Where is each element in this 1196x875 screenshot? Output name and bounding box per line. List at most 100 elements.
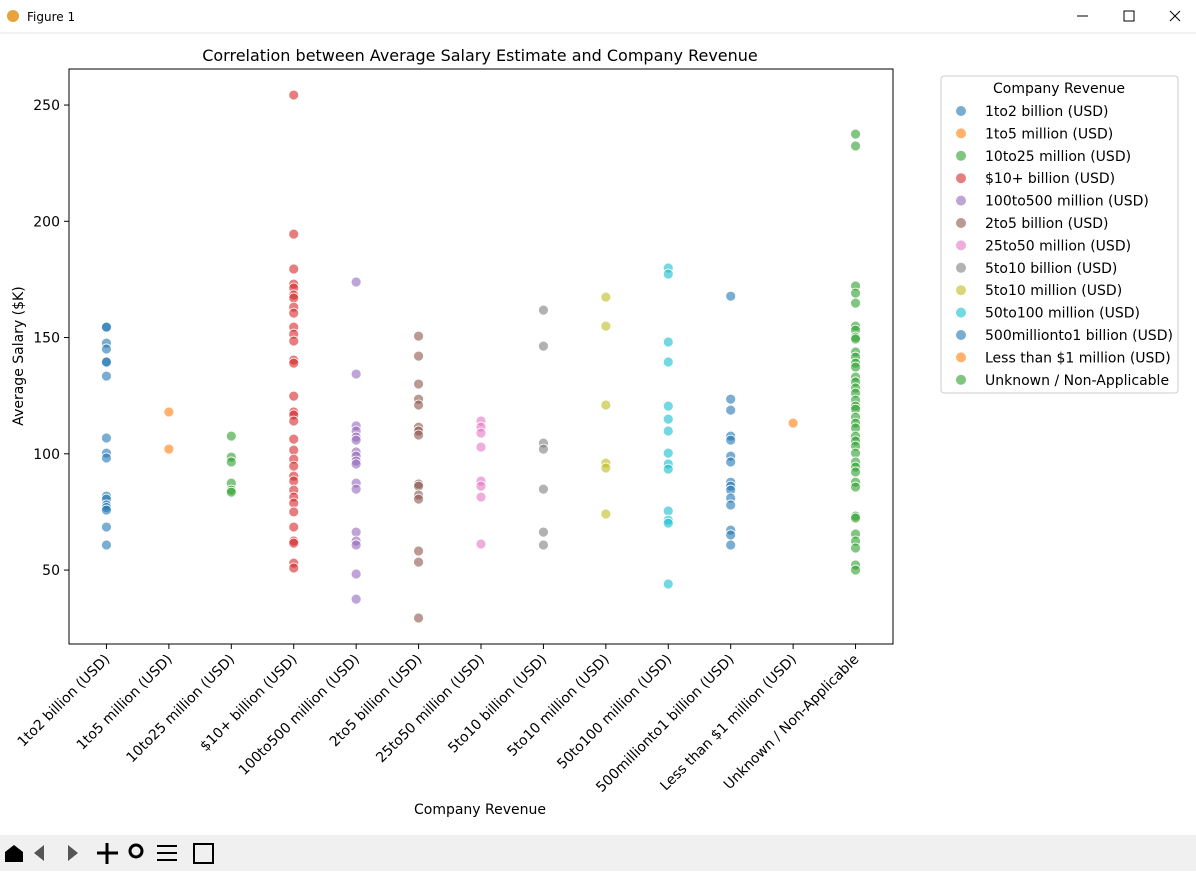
point bbox=[662, 413, 674, 425]
point bbox=[600, 320, 612, 332]
point bbox=[288, 390, 300, 402]
home-button[interactable] bbox=[5, 845, 23, 862]
legend-label: 5to10 million (USD) bbox=[985, 283, 1122, 299]
point bbox=[662, 447, 674, 459]
x-tick-label: Unknown / Non-Applicable bbox=[721, 652, 862, 793]
back-button[interactable] bbox=[34, 845, 44, 861]
point bbox=[350, 434, 362, 446]
point bbox=[413, 330, 424, 342]
point bbox=[225, 456, 237, 468]
title-bar bbox=[0, 0, 1196, 33]
x-tick-label: 50to100 million (USD) bbox=[554, 652, 675, 773]
point bbox=[850, 333, 861, 345]
x-tick-label: 25to50 million (USD) bbox=[373, 652, 488, 767]
point bbox=[288, 228, 300, 240]
close-button[interactable] bbox=[1169, 10, 1181, 22]
point bbox=[288, 444, 300, 456]
point bbox=[787, 417, 799, 429]
point bbox=[850, 297, 861, 309]
legend-box bbox=[940, 75, 1179, 394]
point bbox=[288, 89, 300, 101]
point bbox=[413, 545, 424, 557]
point bbox=[850, 512, 861, 524]
legend-marker bbox=[956, 307, 966, 318]
point bbox=[475, 427, 487, 439]
point bbox=[101, 521, 112, 533]
window-title: Figure 1 bbox=[27, 10, 75, 24]
point bbox=[538, 526, 549, 538]
legend-marker bbox=[956, 352, 966, 363]
point bbox=[725, 404, 737, 416]
legend-label: Less than $1 million (USD) bbox=[985, 350, 1171, 366]
point bbox=[288, 415, 300, 427]
point bbox=[725, 393, 737, 405]
legend-marker bbox=[956, 218, 966, 228]
point bbox=[288, 562, 300, 574]
legend-marker bbox=[956, 374, 966, 385]
legend-marker bbox=[956, 330, 966, 340]
x-axis-label: Company Revenue bbox=[414, 802, 546, 818]
point bbox=[288, 537, 300, 549]
point bbox=[600, 508, 612, 520]
point bbox=[413, 556, 424, 568]
point bbox=[350, 568, 362, 580]
legend-label: $10+ billion (USD) bbox=[985, 171, 1115, 187]
point bbox=[725, 434, 737, 446]
point bbox=[288, 506, 300, 518]
point bbox=[350, 368, 362, 380]
point bbox=[850, 140, 861, 152]
point bbox=[288, 263, 300, 275]
point bbox=[101, 343, 112, 355]
point bbox=[101, 504, 112, 516]
zoom-button[interactable] bbox=[128, 843, 144, 859]
y-axis-label: Average Salary ($K) bbox=[11, 286, 27, 425]
legend-label: Unknown / Non-Applicable bbox=[985, 373, 1169, 389]
point bbox=[413, 350, 424, 362]
point bbox=[662, 505, 674, 517]
point bbox=[288, 307, 300, 319]
point bbox=[850, 542, 861, 554]
legend-label: 5to10 billion (USD) bbox=[985, 261, 1117, 277]
forward-button[interactable] bbox=[68, 845, 78, 861]
point bbox=[850, 287, 861, 299]
maximize-button[interactable] bbox=[1123, 10, 1135, 22]
point bbox=[101, 452, 112, 464]
point bbox=[288, 357, 300, 369]
point bbox=[225, 486, 237, 498]
point bbox=[475, 538, 487, 550]
y-tick-label: 50 bbox=[42, 563, 60, 579]
legend-marker bbox=[956, 128, 966, 139]
point bbox=[538, 539, 549, 551]
point bbox=[662, 356, 674, 368]
toolbar bbox=[0, 835, 1196, 871]
point bbox=[101, 539, 112, 551]
legend-label: 2to5 billion (USD) bbox=[985, 216, 1109, 232]
point bbox=[163, 443, 175, 455]
app-icon bbox=[7, 10, 19, 22]
legend-label: 10to25 million (USD) bbox=[985, 149, 1131, 165]
pan-button[interactable] bbox=[97, 843, 118, 864]
point bbox=[288, 521, 300, 533]
y-tick-label: 100 bbox=[33, 447, 60, 463]
point bbox=[101, 356, 112, 368]
point bbox=[725, 539, 737, 551]
point bbox=[163, 406, 175, 418]
axes-frame bbox=[68, 68, 894, 645]
point bbox=[350, 458, 362, 470]
x-tick-label: 5to10 million (USD) bbox=[504, 652, 612, 760]
point bbox=[600, 462, 612, 474]
point bbox=[850, 466, 861, 478]
configure-button[interactable] bbox=[157, 845, 177, 861]
legend-label: 500millionto1 billion (USD) bbox=[985, 328, 1173, 344]
point bbox=[413, 378, 424, 390]
point bbox=[413, 612, 424, 624]
save-button[interactable] bbox=[193, 843, 214, 864]
point bbox=[662, 336, 674, 348]
legend-label: 50to100 million (USD) bbox=[985, 306, 1140, 322]
point bbox=[475, 480, 487, 492]
legend-title: Company Revenue bbox=[993, 81, 1125, 97]
chart-title: Correlation between Average Salary Estim… bbox=[202, 46, 758, 65]
legend-marker bbox=[956, 106, 966, 116]
